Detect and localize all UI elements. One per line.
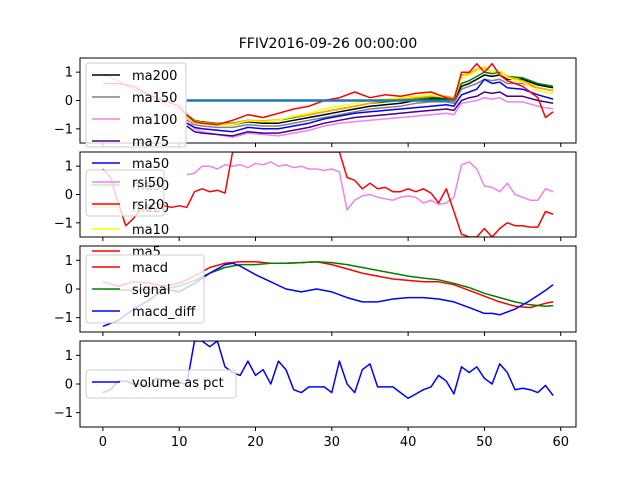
y-tick-label: −1 [54,122,73,137]
y-tick-label: 0 [65,94,73,109]
legend-label: ma100 [132,113,177,128]
x-tick-label: 20 [247,435,264,450]
legend: macd signal macd_diff [85,254,205,324]
legend-label: ma10 [132,223,169,238]
legend-label: ma75 [132,135,169,150]
y-tick-label: 1 [65,160,73,175]
legend-label: rsi50 [132,176,164,191]
y-tick-label: 1 [65,66,73,81]
legend-label: ma50 [132,157,169,172]
legend-box [85,62,187,148]
x-tick-label: 40 [400,435,417,450]
plot-area [102,152,554,237]
series-line-rsi20 [102,152,554,237]
x-tick-label: 60 [552,435,569,450]
legend: volume as pct [85,369,237,399]
y-tick-label: 0 [65,283,73,298]
chart-panels: −101ma200ma150ma100ma75ma50ma30ma20ma10m… [54,57,577,450]
y-tick-label: −1 [54,311,73,326]
series-line-rsi50 [186,161,554,211]
series-line-ma5 [102,62,554,126]
x-tick-label: 10 [171,435,188,450]
series-line-ma150 [186,78,554,129]
legend-label: macd [132,261,168,276]
legend-label: rsi20 [132,198,164,213]
legend: rsi50 rsi20 [85,169,165,217]
legend-box [85,254,205,324]
legend-label: ma150 [132,91,177,106]
series-line-ma50 [186,78,554,133]
panel-rsi: −1 0 1 rsi50 rsi20 [54,151,577,241]
legend-label: macd_diff [132,305,196,320]
y-tick-label: −1 [54,216,73,231]
legend-label: volume as pct [132,376,224,391]
y-tick-label: 0 [65,188,73,203]
legend-label: signal [132,283,170,298]
y-tick-label: 1 [65,254,73,269]
legend-label: ma200 [132,69,177,84]
figure-title: FFIV2016-09-26 00:00:00 [239,36,418,52]
legend-box [85,369,237,399]
panel-macd: −1 0 1 macd signal macd_diff [54,245,577,336]
x-tick-label: 30 [324,435,341,450]
y-tick-label: 0 [65,378,73,393]
y-tick-label: 1 [65,349,73,364]
series-line-ma75 [186,91,554,137]
y-tick-label: −1 [54,406,73,421]
x-tick-label: 0 [99,435,107,450]
series-line-signal [102,261,554,307]
x-tick-label: 50 [476,435,493,450]
series-line-ma10 [186,65,554,127]
